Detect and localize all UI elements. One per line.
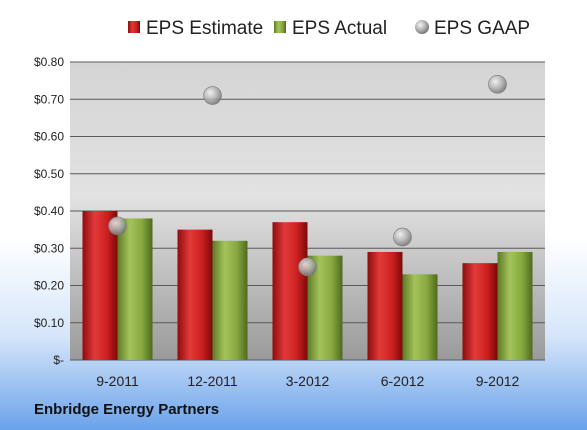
y-axis: $- $0.10 $0.20 $0.30 $0.40 $0.50 $0.60 $0.70 $0.… xyxy=(34,55,64,367)
eps-actual-bar xyxy=(117,218,153,360)
x-tick-label: 9-2011 xyxy=(96,373,139,389)
y-tick-label: $0.40 xyxy=(34,204,64,218)
y-tick-label: $- xyxy=(53,353,64,367)
legend-swatch-actual xyxy=(274,21,286,33)
y-tick-label: $0.80 xyxy=(34,55,64,69)
eps-estimate-bar xyxy=(462,263,498,360)
eps-estimate-bar xyxy=(82,211,118,360)
eps-actual-bar xyxy=(402,274,438,360)
y-tick-label: $0.30 xyxy=(34,241,64,255)
legend-label: EPS GAAP xyxy=(434,18,530,39)
legend-swatch-estimate xyxy=(128,21,140,33)
eps-gaap-marker xyxy=(298,257,317,277)
eps-estimate-bar xyxy=(272,222,308,360)
legend-label: EPS Actual xyxy=(292,18,387,39)
x-axis: 9-2011 12-2011 3-2012 6-2012 9-2012 xyxy=(96,373,519,389)
x-tick-label: 12-2011 xyxy=(187,373,238,389)
bars-group xyxy=(82,211,533,360)
gaap-markers xyxy=(108,75,507,277)
eps-gaap-marker xyxy=(393,227,412,247)
legend-label: EPS Estimate xyxy=(146,18,263,39)
eps-gaap-marker xyxy=(108,216,127,236)
y-tick-label: $0.60 xyxy=(34,130,64,144)
eps-gaap-marker xyxy=(488,75,507,94)
x-tick-label: 3-2012 xyxy=(286,373,330,389)
eps-actual-bar xyxy=(212,240,248,360)
y-tick-label: $0.50 xyxy=(34,167,64,181)
x-tick-label: 6-2012 xyxy=(381,373,425,389)
y-tick-label: $0.10 xyxy=(34,316,64,330)
legend-swatch-gaap xyxy=(415,20,429,34)
eps-estimate-bar xyxy=(367,251,403,360)
legend: EPS Estimate EPS Actual EPS GAAP xyxy=(128,18,530,39)
y-tick-label: $0.20 xyxy=(34,279,64,293)
company-label: Enbridge Energy Partners xyxy=(34,401,220,418)
eps-gaap-marker xyxy=(203,86,222,105)
eps-estimate-bar xyxy=(177,229,213,360)
eps-actual-bar xyxy=(497,251,533,360)
y-tick-label: $0.70 xyxy=(34,92,64,106)
x-tick-label: 9-2012 xyxy=(476,373,520,389)
